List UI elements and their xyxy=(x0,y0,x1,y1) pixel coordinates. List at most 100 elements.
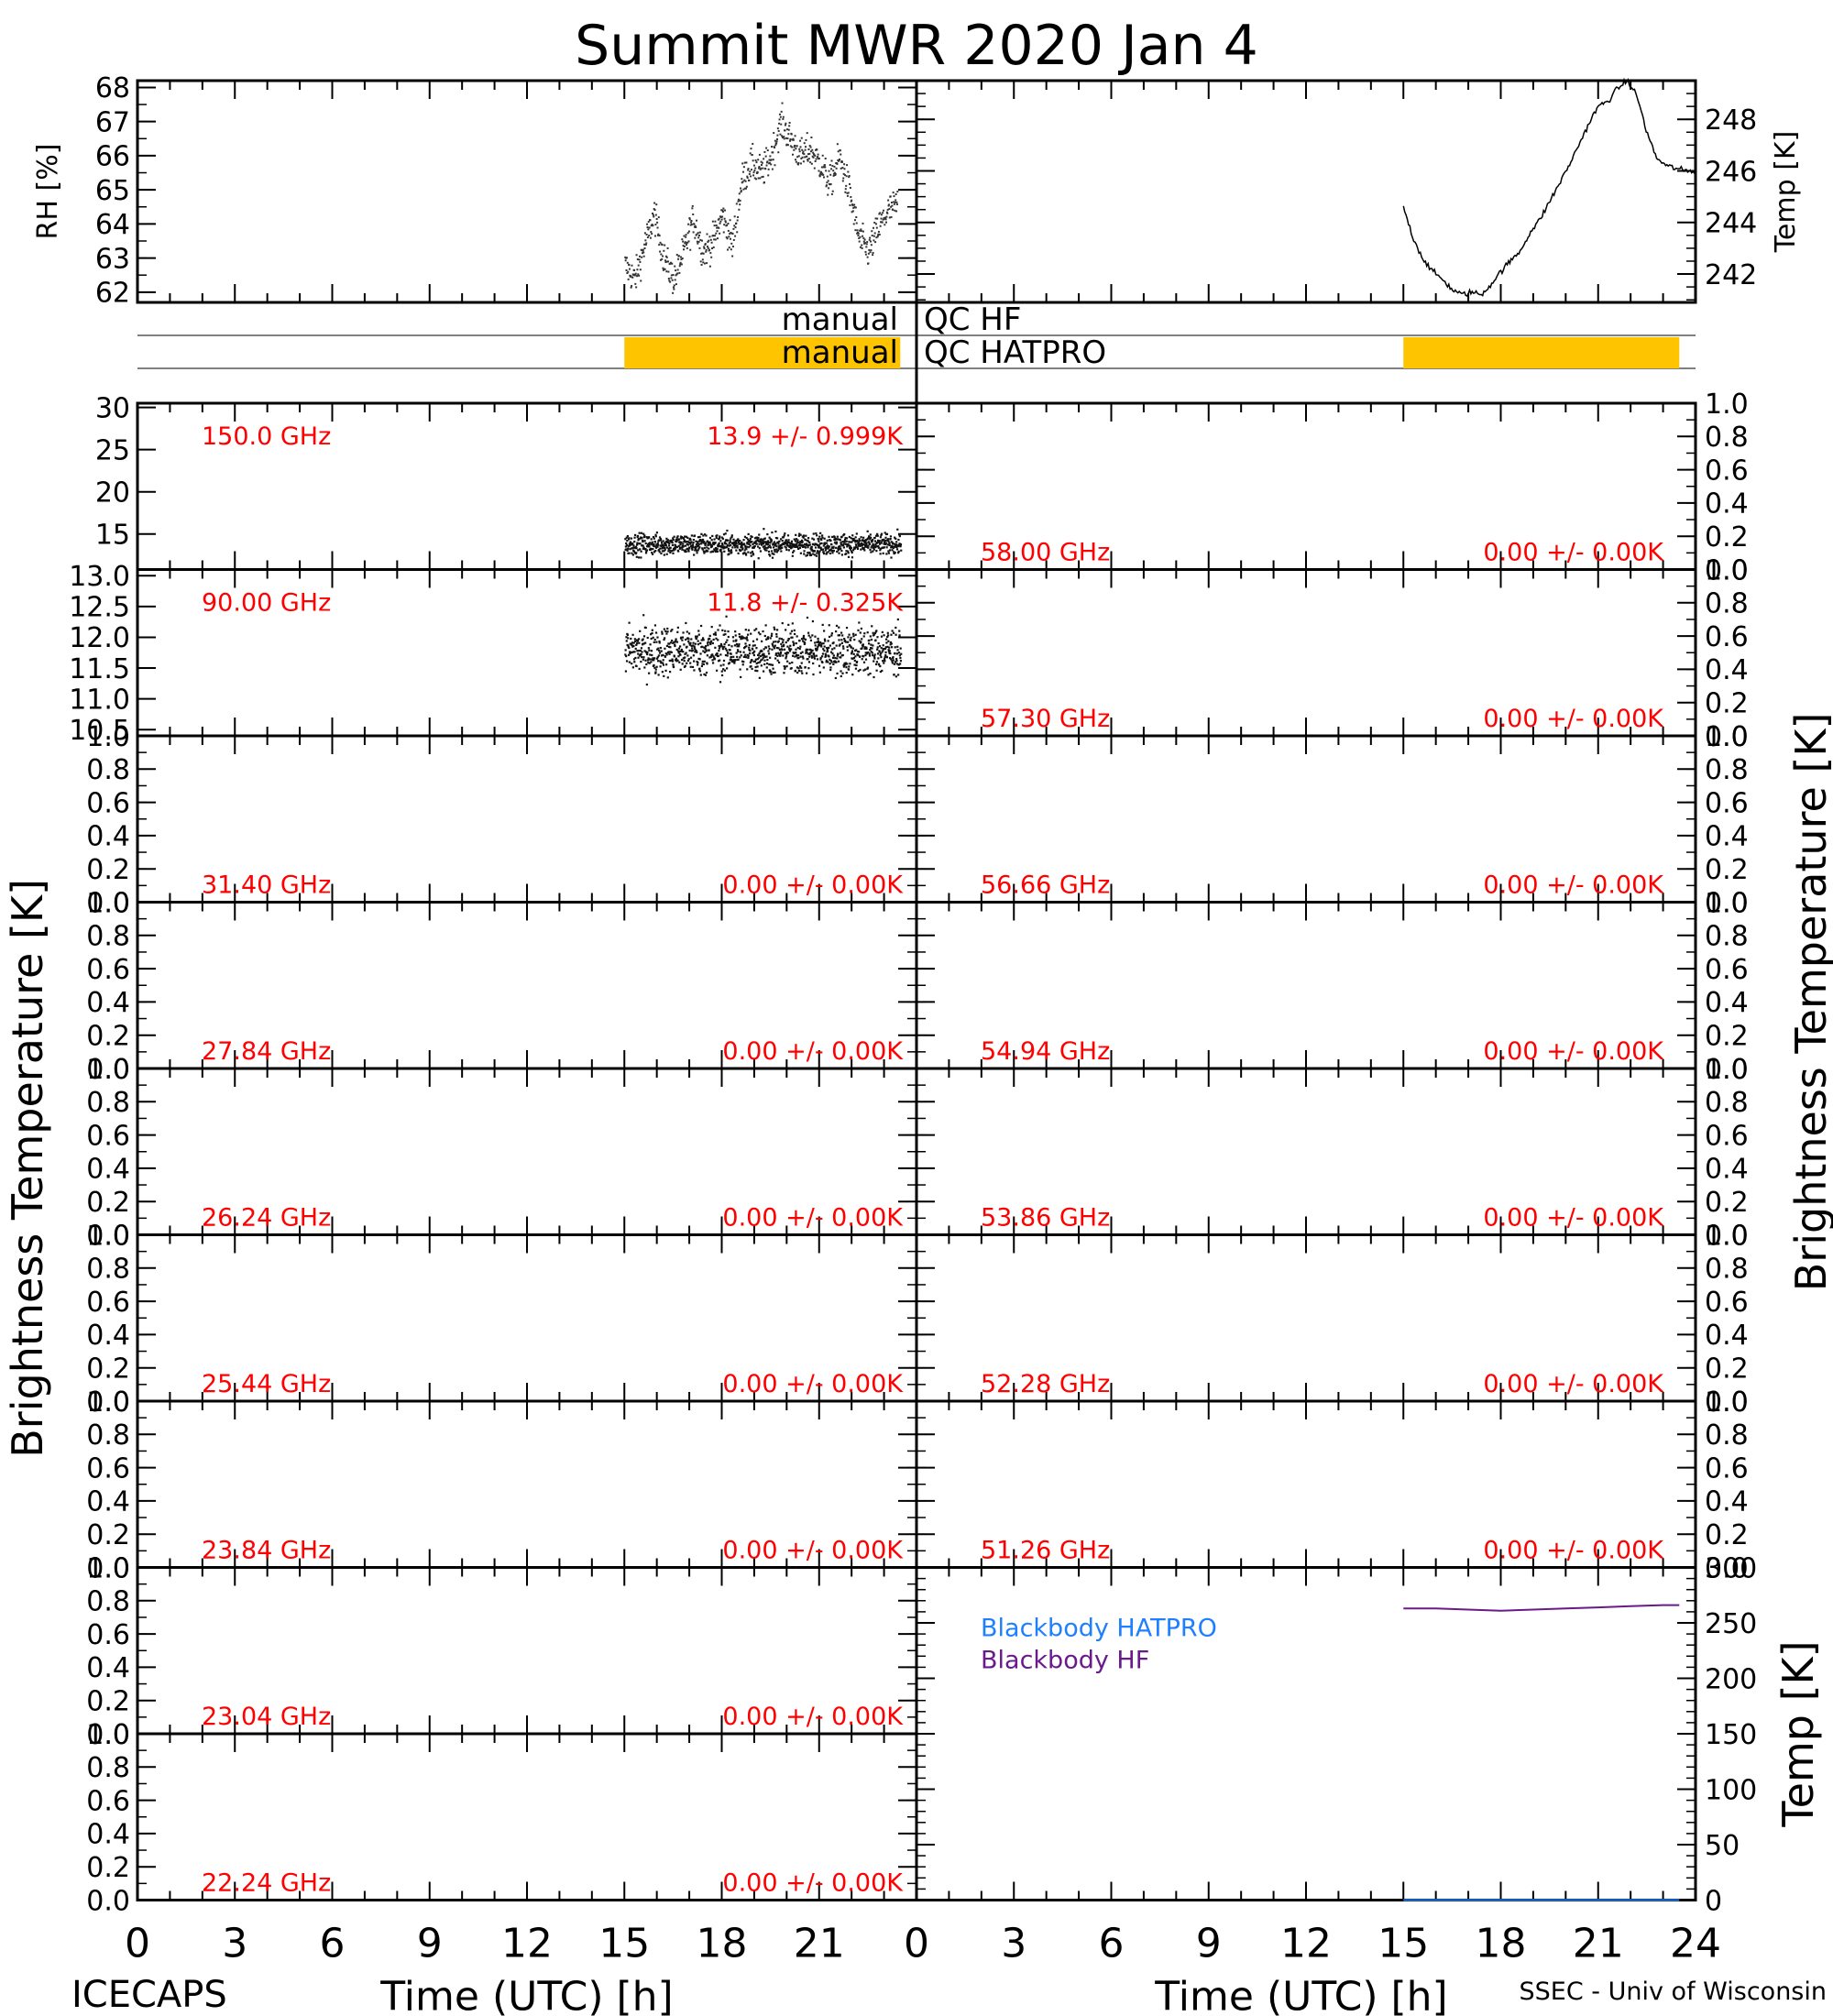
bt_150-ytick-label: 25 xyxy=(95,434,130,466)
bt_150-point xyxy=(695,540,697,542)
bt_150-point xyxy=(886,539,889,542)
bt_90-point xyxy=(629,652,631,655)
bt_150-point xyxy=(873,536,876,540)
rh-point xyxy=(664,244,666,247)
bt_90-point xyxy=(833,647,836,650)
bt_90-point xyxy=(756,665,759,668)
bt_150-point xyxy=(626,535,629,538)
rh-point xyxy=(825,184,828,187)
bt_150-point xyxy=(648,545,651,548)
rh-point xyxy=(875,236,878,239)
bt_90-point xyxy=(813,654,816,658)
bt_150-point xyxy=(862,536,865,539)
bt_90-point xyxy=(867,674,870,676)
bt_150-point xyxy=(796,542,799,544)
bt_90-point xyxy=(837,634,840,637)
bt_90-point xyxy=(891,660,894,663)
bt_90-point xyxy=(836,654,839,657)
bt_150-point xyxy=(660,544,663,548)
rh-point xyxy=(850,195,852,198)
rh-point xyxy=(782,117,785,120)
rh-point xyxy=(792,153,794,156)
rh-point xyxy=(673,288,675,290)
bt_25_44-ytick-label: 0.2 xyxy=(86,1353,130,1386)
rh-point xyxy=(785,122,787,125)
x-tick-label-left: 21 xyxy=(794,1921,845,1967)
bt_90-point xyxy=(695,650,697,652)
bt_90-point xyxy=(803,642,806,645)
bt_150-point xyxy=(664,542,667,546)
bt_150-point xyxy=(695,542,698,546)
bt_90-point xyxy=(884,647,887,651)
bt_90-point xyxy=(736,649,740,652)
bt_150-point xyxy=(745,545,749,548)
bt_150-point xyxy=(670,539,673,542)
bt_90-point xyxy=(868,652,871,655)
bt_90-point xyxy=(864,658,868,661)
rh-point xyxy=(708,236,711,238)
bt_150-point xyxy=(822,551,825,553)
bt_90-point xyxy=(864,668,867,671)
bt_90-point xyxy=(730,655,733,659)
bt_150-point xyxy=(724,546,727,549)
rh-point xyxy=(855,216,858,219)
bt_90-point xyxy=(655,641,658,643)
bt_90-point xyxy=(887,649,890,652)
bt_150-point xyxy=(705,550,708,553)
rh-point xyxy=(839,158,840,160)
rh-point xyxy=(685,234,687,236)
rh-point xyxy=(870,249,873,252)
bt_90-point xyxy=(894,652,896,655)
bt_150-point xyxy=(812,553,815,555)
rh-point xyxy=(654,214,657,216)
bt_90-point xyxy=(753,650,756,652)
bt_90-point xyxy=(757,662,760,664)
bt_90-point xyxy=(646,652,649,656)
bt_90-point xyxy=(711,659,714,662)
bt_90-point xyxy=(653,624,657,627)
bt_90-point xyxy=(744,642,747,645)
bt_90-point xyxy=(846,649,849,652)
bt_150-point xyxy=(653,537,655,540)
bt_90-point xyxy=(700,664,704,668)
bt_90-point xyxy=(747,656,750,660)
bt_90-point xyxy=(707,643,709,647)
bt_90-point xyxy=(675,660,678,663)
rh-point xyxy=(857,235,860,237)
bt_90-point xyxy=(653,657,656,660)
rh-point xyxy=(877,233,880,236)
bt_150-point xyxy=(850,537,852,540)
bt_150-point xyxy=(686,542,688,546)
bt_90-point xyxy=(734,659,737,662)
bt_150-point xyxy=(710,543,713,546)
bt_150-point xyxy=(843,532,846,536)
bt_150-point xyxy=(793,538,796,541)
bt_52_28-ytick-label: 0.0 xyxy=(1705,1386,1749,1419)
bt_150-point xyxy=(817,543,819,547)
rh-point xyxy=(816,148,818,151)
rh-point xyxy=(852,223,855,225)
rh-point xyxy=(652,225,654,227)
bt_150-point xyxy=(691,547,694,550)
bt_90-point xyxy=(752,640,755,642)
bt_90-point xyxy=(684,664,686,667)
rh-point xyxy=(872,251,874,254)
bt_90-point xyxy=(677,655,680,658)
bt_150-point xyxy=(804,546,807,549)
bt_51_26-ytick-label: 0.2 xyxy=(1705,1519,1749,1551)
rh-point xyxy=(689,224,692,226)
rh-point xyxy=(668,279,671,282)
bt_90-point xyxy=(765,662,769,665)
bt_150-point xyxy=(684,535,686,538)
bt_150-point xyxy=(702,534,705,537)
rh-point xyxy=(828,170,830,172)
bt_150-point xyxy=(813,550,816,553)
bt_150-point xyxy=(777,549,780,552)
bt_150-point xyxy=(765,541,769,543)
bt_150-point xyxy=(655,531,659,534)
bt_150-point xyxy=(884,542,887,544)
bt_58_00-ytick-label: 0.6 xyxy=(1705,455,1749,487)
bt_150-point xyxy=(839,545,841,548)
rh-point xyxy=(803,153,806,156)
bt_150-point xyxy=(785,541,787,543)
